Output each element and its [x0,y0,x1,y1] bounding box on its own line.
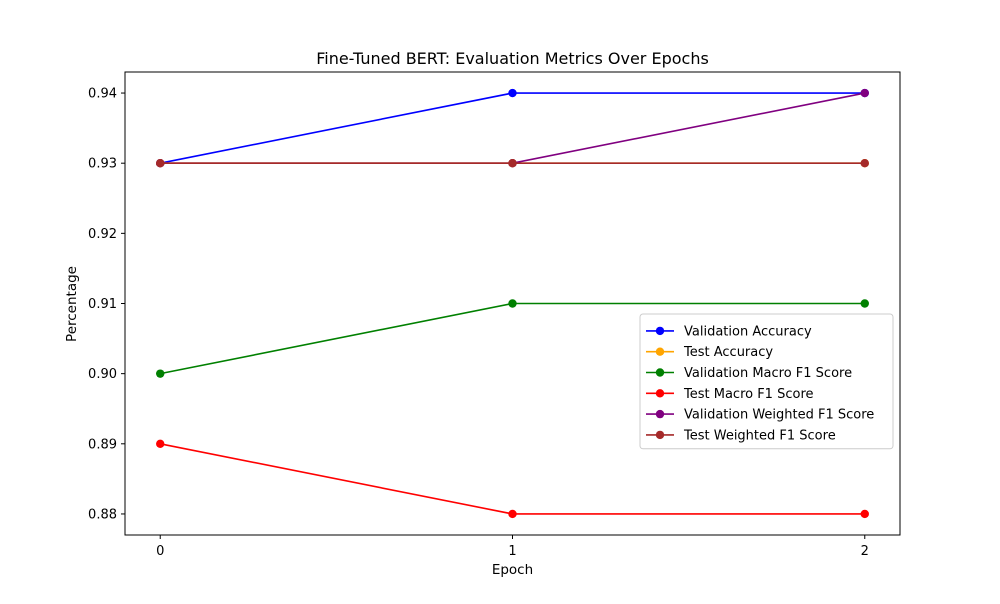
data-point [508,299,517,308]
y-tick-label: 0.91 [88,297,117,312]
data-point [860,299,869,308]
y-tick-label: 0.89 [88,437,117,452]
x-tick-label: 1 [508,544,516,559]
y-tick-label: 0.93 [88,157,117,172]
x-tick-label: 0 [156,544,164,559]
data-point [156,158,165,168]
series-3 [156,439,869,519]
legend-label: Validation Accuracy [684,324,812,339]
legend-marker [655,409,665,419]
series-layer [156,88,869,519]
y-tick-label: 0.88 [88,507,117,522]
data-point [860,158,869,168]
legend-item: Test Macro F1 Score [646,387,814,402]
legend-label: Test Accuracy [683,345,773,360]
plot-frame [124,71,901,536]
legend-marker [655,347,665,356]
data-point [860,88,869,98]
legend-item: Test Accuracy [646,345,773,360]
legend-marker [655,326,665,336]
data-point [860,509,869,519]
series-5 [156,158,869,168]
x-axis-label: Epoch [492,562,533,578]
legend-label: Test Weighted F1 Score [683,428,836,443]
data-point [508,158,517,168]
legend-item: Validation Weighted F1 Score [646,408,874,423]
y-axis-label: Percentage [64,266,80,342]
y-tick-label: 0.94 [88,87,117,102]
data-point [156,439,165,449]
legend-item: Test Weighted F1 Score [646,428,836,443]
y-tick-label: 0.90 [88,367,117,382]
data-point [508,88,517,98]
data-point [156,369,165,378]
x-axis-ticks: 0 1 2 [156,535,869,559]
legend-label: Validation Weighted F1 Score [684,408,874,423]
legend-marker [655,430,665,440]
legend: Validation Accuracy Test Accuracy Validati… [639,313,894,450]
legend-marker [655,389,665,398]
x-tick-label: 2 [861,544,869,559]
chart-title: Fine-Tuned BERT: Evaluation Metrics Over… [316,49,709,68]
legend-label: Test Macro F1 Score [683,387,814,402]
y-axis-ticks: 0.88 0.89 0.90 0.91 0.92 0.93 0.94 [88,87,125,522]
legend-item: Validation Accuracy [646,324,812,339]
legend-item: Validation Macro F1 Score [646,366,852,381]
legend-box [639,313,894,450]
series-2 [156,299,869,378]
legend-marker [655,368,665,377]
data-point [508,509,517,519]
legend-label: Validation Macro F1 Score [684,366,852,381]
y-tick-label: 0.92 [88,227,117,242]
